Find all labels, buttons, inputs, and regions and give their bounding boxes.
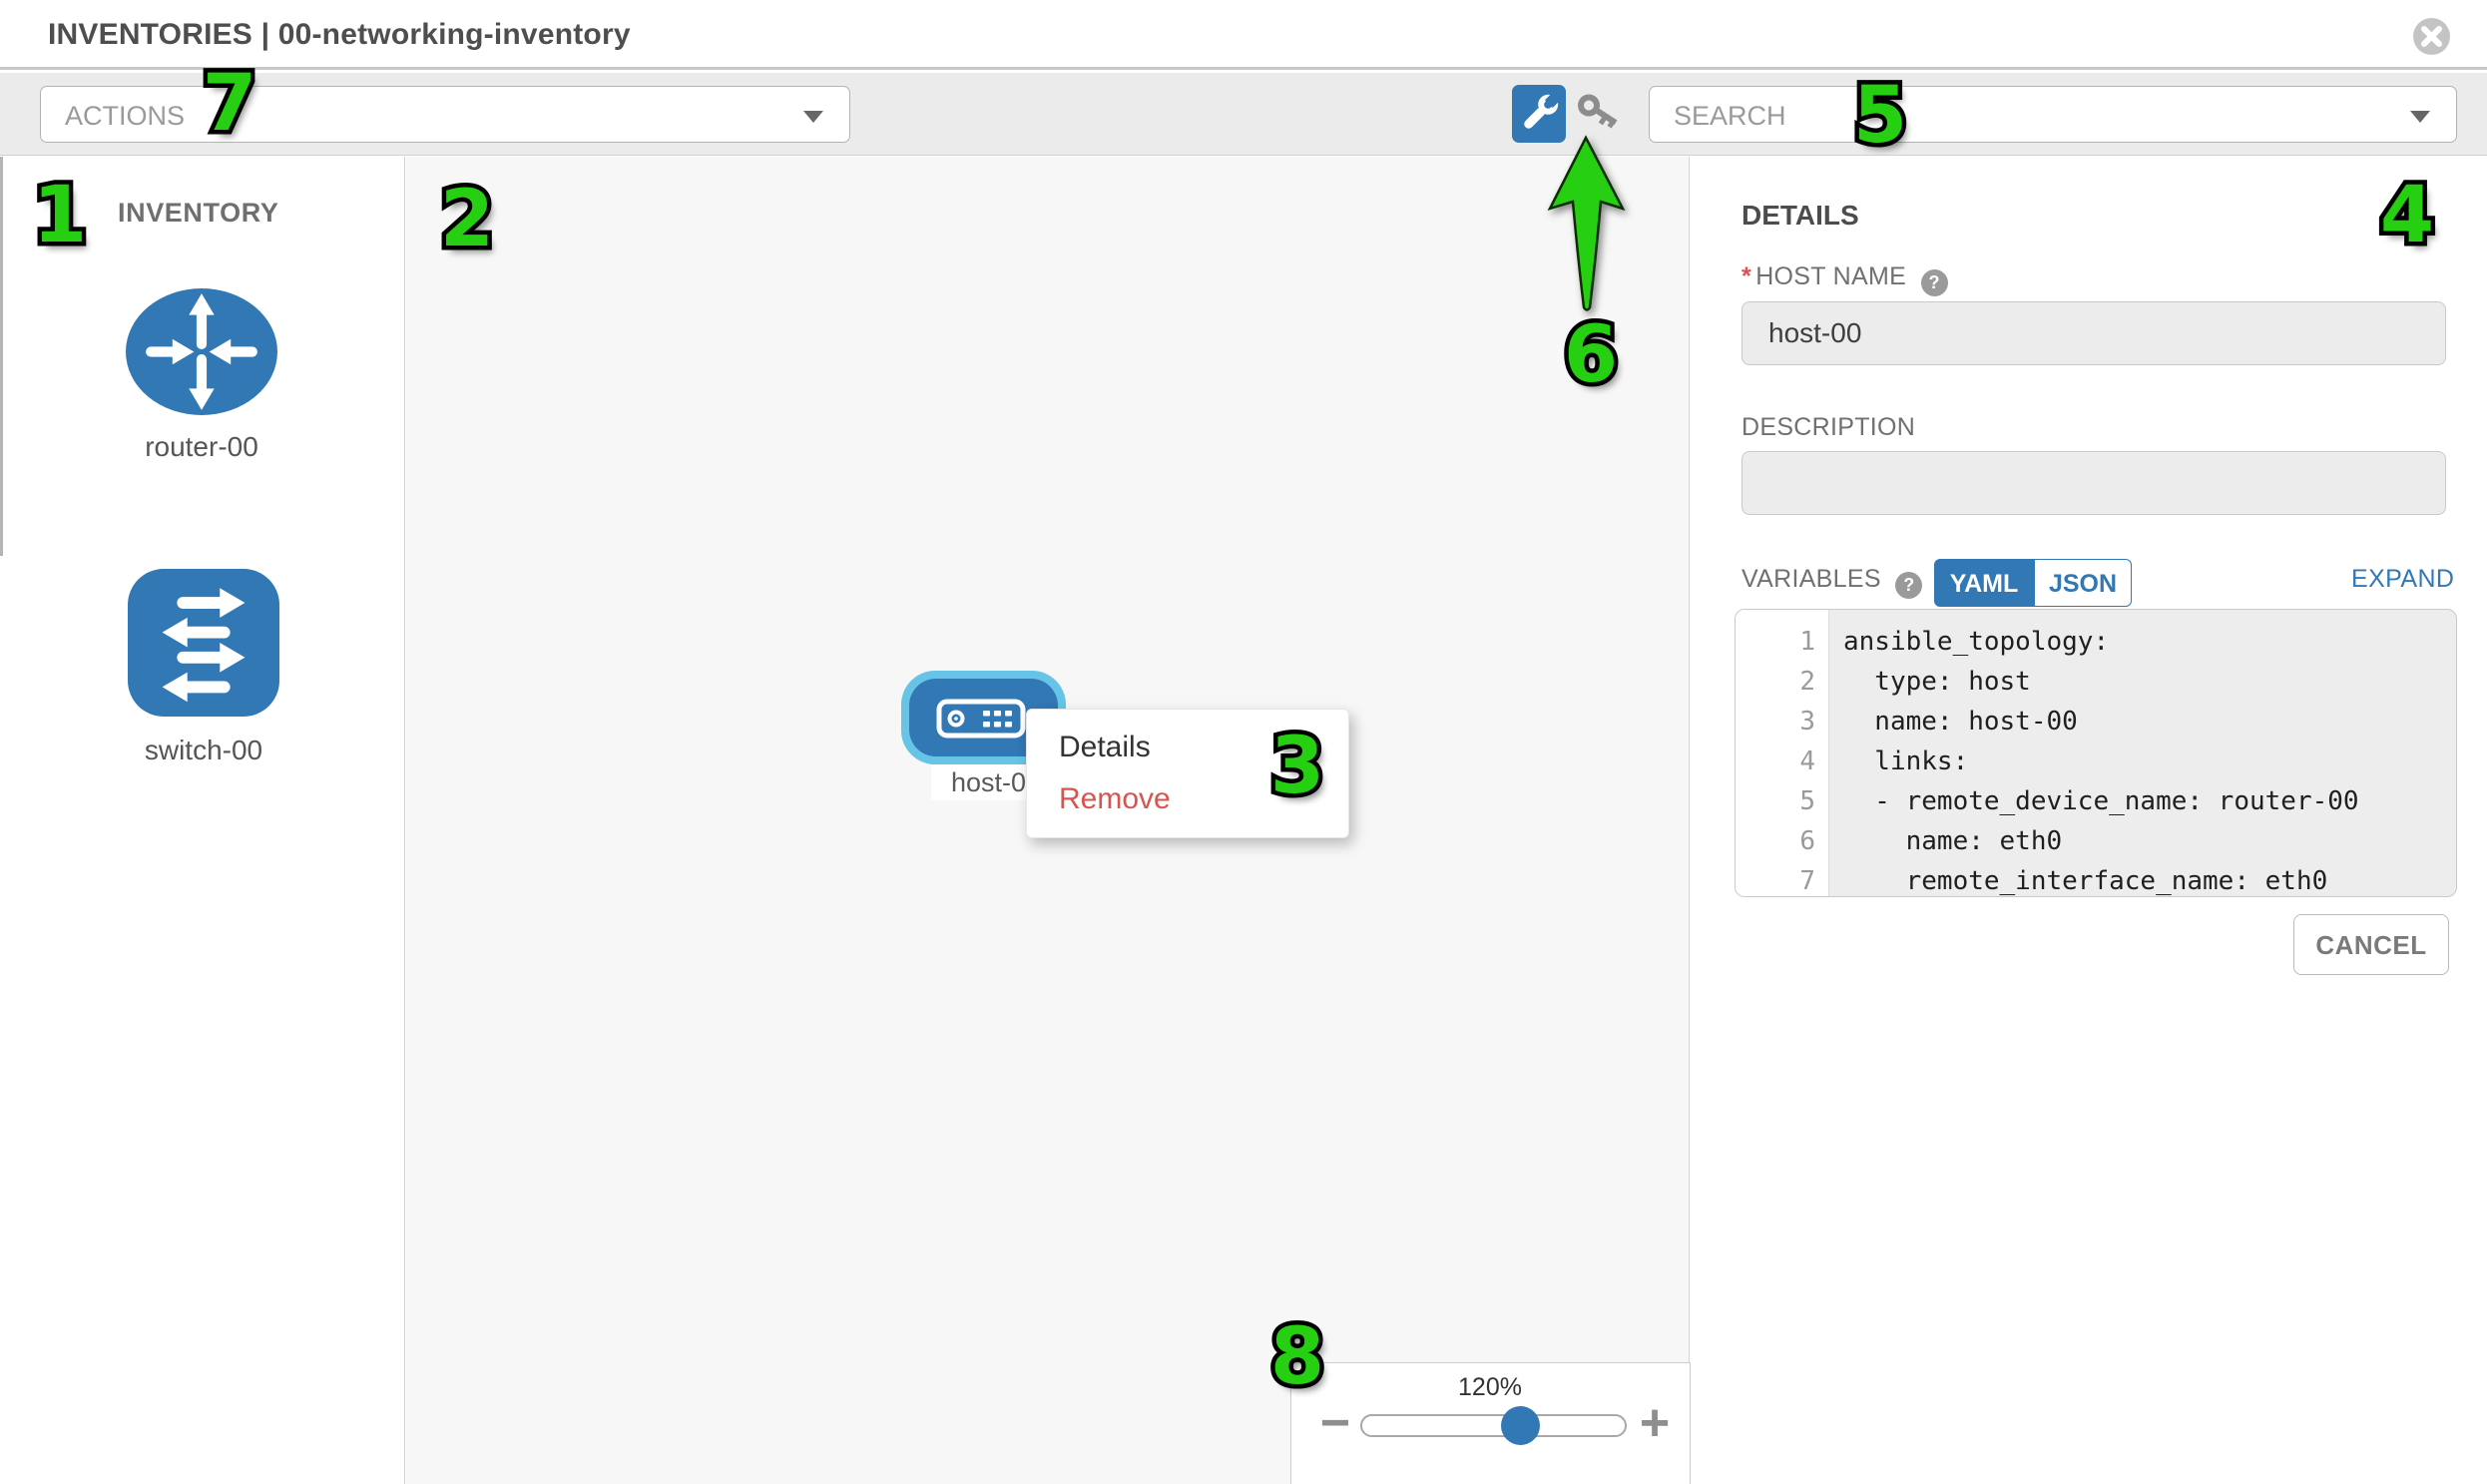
sidebar-title: INVENTORY (118, 198, 279, 228)
router-icon (146, 293, 257, 410)
key-button[interactable] (1575, 90, 1625, 140)
annotation-number-8: 8 (1265, 1308, 1328, 1407)
context-menu-item-details[interactable]: Details (1059, 731, 1151, 763)
annotation-number-7: 7 (198, 55, 260, 154)
details-panel-title: DETAILS (1741, 200, 1859, 231)
zoom-out-button[interactable]: − (1319, 1394, 1351, 1452)
required-asterisk: * (1741, 262, 1751, 290)
line-number: 3 (1799, 707, 1815, 737)
annotation-number-1: 1 (28, 167, 91, 265)
annotation-number-3: 3 (1265, 718, 1328, 816)
line-number: 4 (1799, 746, 1815, 776)
code-line: 3 name: host-00 (1736, 702, 2456, 742)
breadcrumb-separator: | (260, 18, 270, 51)
code-line: 6 name: eth0 (1736, 821, 2456, 861)
breadcrumb-section: INVENTORIES (48, 18, 253, 51)
zoom-slider-thumb[interactable] (1501, 1406, 1540, 1445)
editor-gutter (1736, 610, 1829, 896)
code-line: 1 ansible_topology: (1736, 622, 2456, 662)
variables-label-row: VARIABLES ? (1741, 565, 1923, 599)
expand-link[interactable]: EXPAND (2351, 565, 2455, 593)
line-text: - remote_device_name: router-00 (1843, 786, 2359, 816)
line-number: 6 (1799, 826, 1815, 856)
actions-dropdown-label: ACTIONS (65, 101, 186, 131)
chevron-down-icon (803, 111, 823, 123)
wrench-icon (1524, 91, 1562, 129)
annotation-number-2: 2 (435, 171, 498, 269)
palette-item-router[interactable] (126, 288, 277, 415)
switch-icon (162, 588, 246, 703)
yaml-toggle-button[interactable]: YAML (1934, 559, 2034, 607)
zoom-level-value: 120% (1458, 1373, 1522, 1401)
annotation-number-4: 4 (2375, 167, 2438, 265)
actions-dropdown[interactable]: ACTIONS (40, 86, 850, 143)
palette-item-router-label: router-00 (145, 431, 258, 462)
line-text: ansible_topology: (1843, 627, 2110, 657)
breadcrumb: INVENTORIES | 00-networking-inventory (48, 18, 631, 52)
line-text: type: host (1843, 667, 2031, 697)
search-dropdown[interactable]: SEARCH (1649, 86, 2457, 143)
palette-item-switch-label: switch-00 (144, 735, 263, 765)
line-text: links: (1843, 746, 1969, 776)
annotation-number-6: 6 (1559, 306, 1622, 405)
json-toggle-button[interactable]: JSON (2034, 559, 2132, 607)
line-number: 5 (1799, 786, 1815, 816)
host-name-input[interactable] (1741, 301, 2446, 365)
line-number: 1 (1799, 627, 1815, 657)
variables-code-editor[interactable]: 1 ansible_topology: 2 type: host 3 name: … (1735, 609, 2457, 897)
code-line: 5 - remote_device_name: router-00 (1736, 781, 2456, 821)
host-name-label: HOST NAME (1755, 262, 1907, 290)
key-icon (1578, 94, 1618, 129)
annotation-number-5: 5 (1848, 67, 1911, 166)
code-line: 4 links: (1736, 742, 2456, 781)
line-number: 7 (1799, 866, 1815, 896)
code-line: 2 type: host (1736, 662, 2456, 702)
description-input[interactable] (1741, 451, 2446, 515)
search-placeholder: SEARCH (1674, 101, 1786, 131)
line-text: remote_interface_name: eth0 (1843, 866, 2328, 896)
close-icon[interactable] (2413, 18, 2450, 55)
variables-label: VARIABLES (1741, 565, 1881, 593)
host-server-icon (936, 699, 1026, 743)
host-name-field-label-row: * HOST NAME ? (1741, 262, 1948, 296)
zoom-in-button[interactable]: + (1639, 1394, 1671, 1452)
code-line: 7 remote_interface_name: eth0 (1736, 861, 2456, 896)
line-text: name: eth0 (1843, 826, 2063, 856)
breadcrumb-inventory-name: 00-networking-inventory (277, 18, 631, 51)
close-x-glyph (2421, 26, 2442, 47)
help-icon[interactable]: ? (1920, 269, 1948, 296)
line-number: 2 (1799, 667, 1815, 697)
header-bar: INVENTORIES | 00-networking-inventory (0, 0, 2487, 70)
zoom-slider-track[interactable] (1360, 1414, 1627, 1437)
node-context-menu: Details Remove (1026, 709, 1349, 838)
description-label: DESCRIPTION (1741, 413, 1916, 441)
palette-item-switch[interactable] (128, 569, 279, 717)
line-text: name: host-00 (1843, 707, 2078, 737)
context-menu-item-remove[interactable]: Remove (1059, 782, 1171, 815)
cancel-button[interactable]: CANCEL (2293, 914, 2449, 975)
help-icon[interactable]: ? (1895, 572, 1923, 599)
tools-button[interactable] (1512, 85, 1566, 143)
sidebar-scrollbar[interactable] (0, 157, 3, 556)
chevron-down-icon (2410, 111, 2430, 123)
